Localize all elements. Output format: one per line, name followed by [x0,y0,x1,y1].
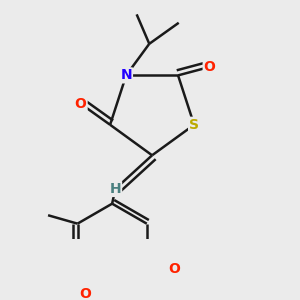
Text: S: S [189,118,199,132]
Text: O: O [79,287,91,300]
Text: O: O [75,97,87,111]
Text: O: O [168,262,180,276]
Text: N: N [120,68,132,83]
Text: H: H [110,182,121,196]
Text: O: O [204,60,216,74]
